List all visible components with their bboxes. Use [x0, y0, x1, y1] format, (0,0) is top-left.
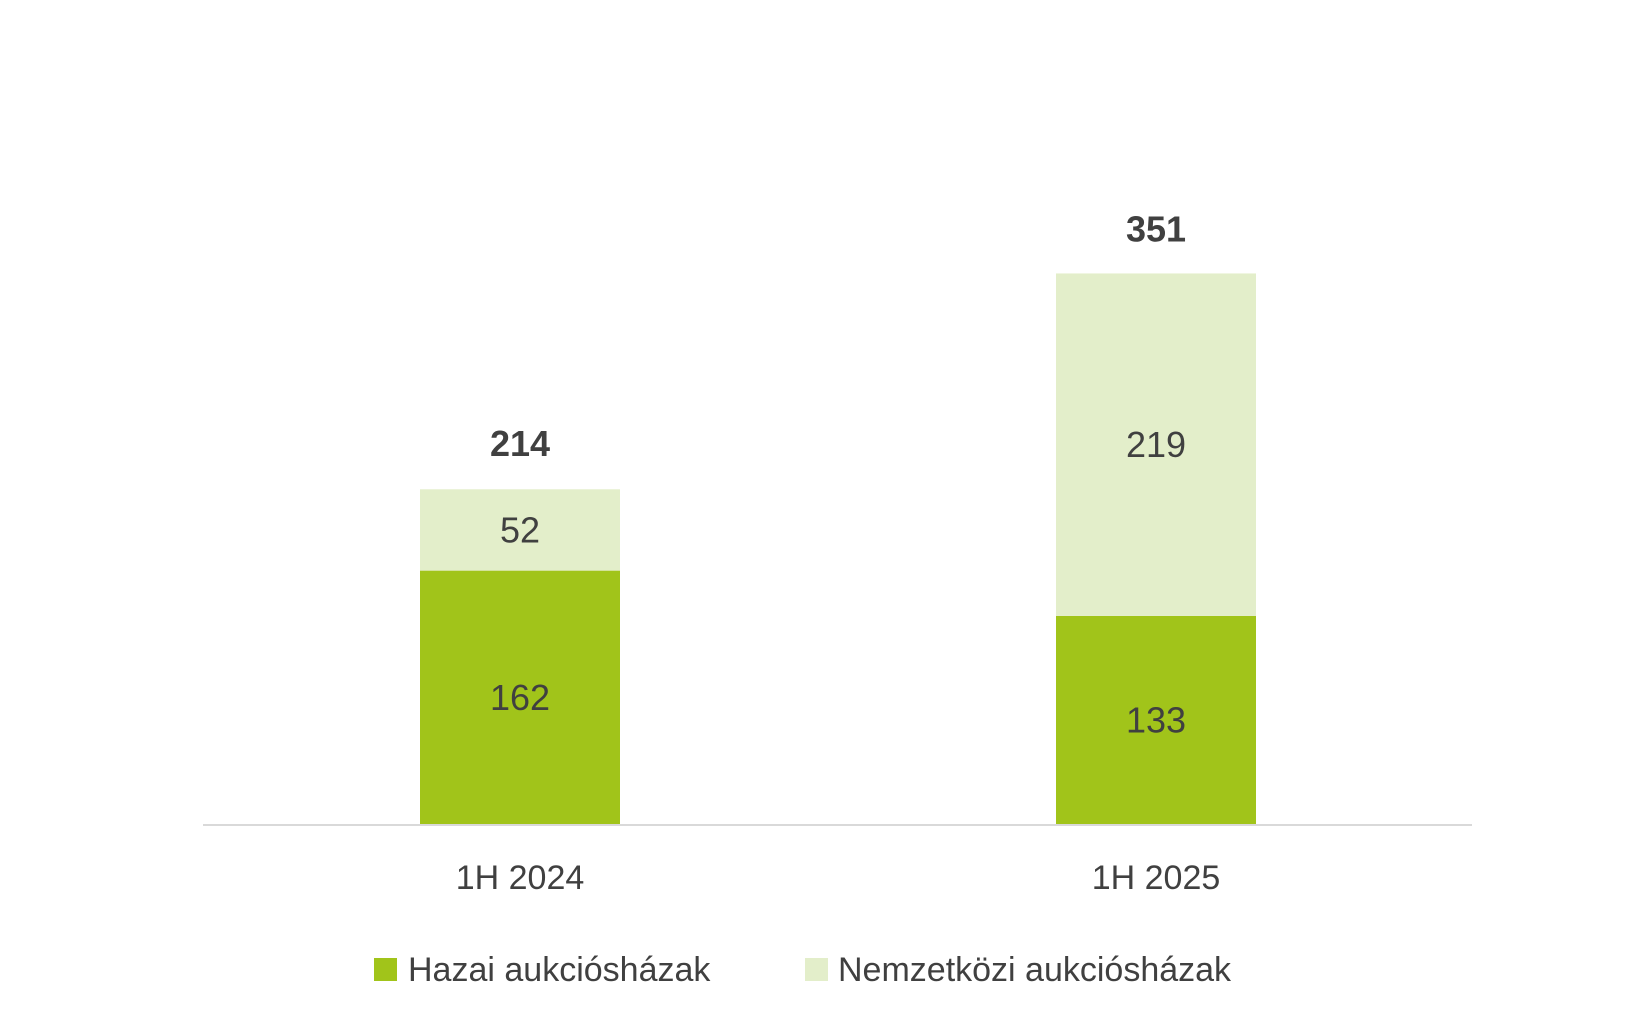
- legend-label: Hazai aukciósházak: [408, 951, 711, 989]
- x-tick-labels-layer: 1H 2024 1H 2025: [456, 859, 1221, 897]
- bar-segment: [420, 570, 620, 824]
- legend-item: Hazai aukciósházak: [374, 951, 711, 989]
- data-label: 219: [1126, 424, 1186, 465]
- total-label: 351: [1126, 209, 1186, 250]
- data-label: 133: [1126, 699, 1186, 740]
- bars-layer: [420, 273, 1256, 824]
- legend-swatch: [374, 958, 397, 981]
- x-tick-label: 1H 2024: [456, 859, 585, 897]
- legend-item: Nemzetközi aukciósházak: [805, 951, 1232, 989]
- bar-segment: [1056, 273, 1256, 616]
- x-tick-label: 1H 2025: [1092, 859, 1221, 897]
- total-label: 214: [490, 423, 550, 464]
- legend-swatch: [805, 958, 828, 981]
- legend-label: Nemzetközi aukciósházak: [838, 951, 1232, 989]
- data-label: 52: [500, 509, 540, 550]
- bar-segment: [1056, 615, 1256, 824]
- legend: Hazai aukciósházak Nemzetközi aukciósháza…: [374, 951, 1232, 989]
- data-labels-layer: 162 52 214 133 219 351: [490, 209, 1186, 741]
- bar-segment: [420, 489, 620, 571]
- data-label: 162: [490, 677, 550, 718]
